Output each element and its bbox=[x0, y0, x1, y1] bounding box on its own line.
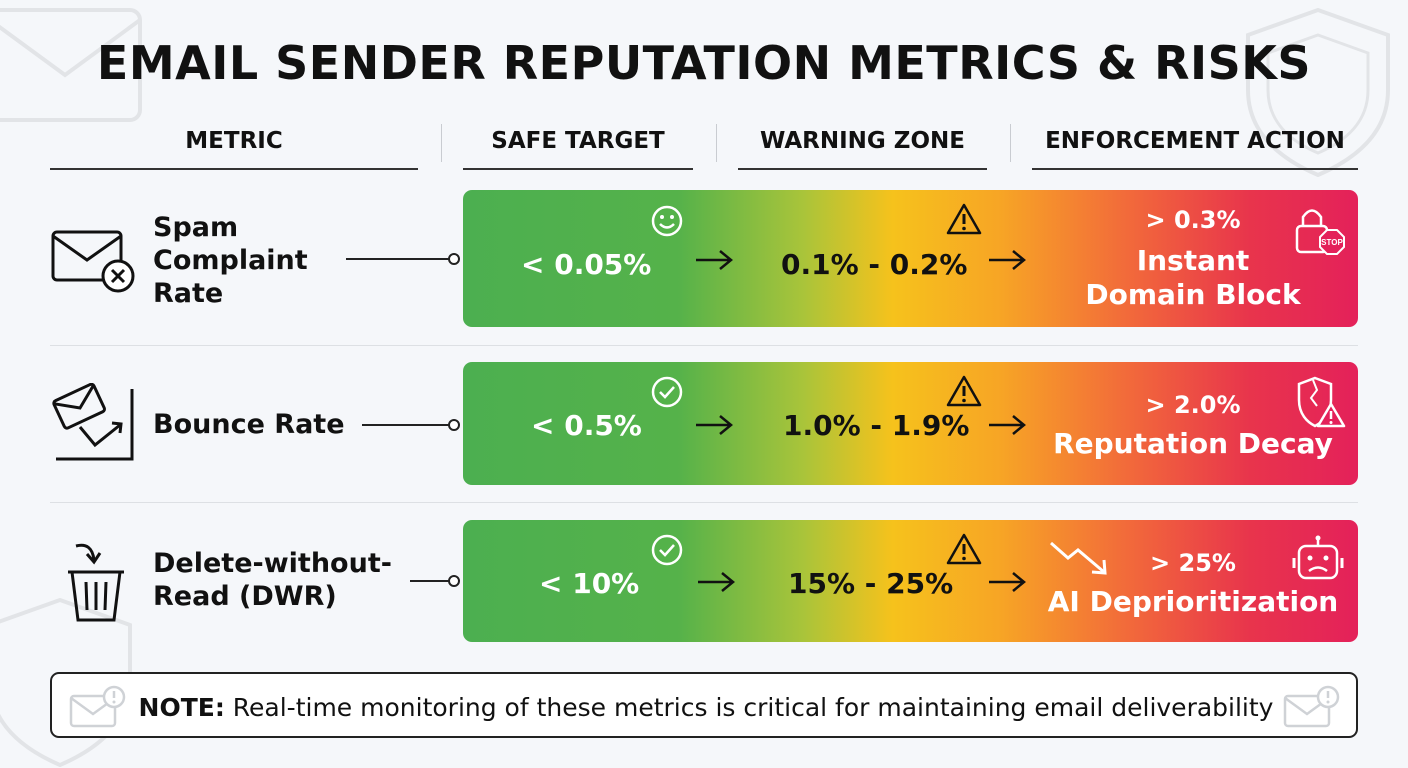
arrow-right-icon bbox=[696, 415, 733, 435]
row-connector bbox=[362, 424, 449, 426]
smiley-icon bbox=[651, 205, 683, 237]
warning-zone-value: 15% - 25% bbox=[788, 567, 954, 600]
column-header-metric: METRIC bbox=[50, 126, 418, 170]
metric-label: Delete-without- Read (DWR) bbox=[153, 547, 392, 613]
warning-triangle-icon bbox=[946, 203, 982, 235]
metric-label: Spam Complaint Rate bbox=[153, 211, 308, 310]
column-header-safe-target: SAFE TARGET bbox=[463, 126, 693, 170]
column-divider bbox=[716, 124, 717, 162]
metric-label-line: Read (DWR) bbox=[153, 581, 337, 612]
column-divider bbox=[1010, 124, 1011, 162]
note-body: Real-time monitoring of these metrics is… bbox=[224, 693, 1274, 722]
column-header-enforcement-action: ENFORCEMENT ACTION bbox=[1032, 126, 1358, 170]
envelope-bounce-icon bbox=[52, 383, 134, 461]
metric-label-line: Spam bbox=[153, 212, 239, 243]
column-divider bbox=[441, 124, 442, 162]
broken-shield-warning-icon bbox=[1297, 376, 1346, 428]
note-label: NOTE: bbox=[138, 693, 225, 722]
metric-label-line: Rate bbox=[153, 278, 224, 309]
lock-stop-icon: STOP bbox=[1295, 209, 1345, 255]
note-box: NOTE: Real-time monitoring of these metr… bbox=[50, 672, 1358, 738]
row-connector-dot bbox=[448, 253, 460, 265]
envelope-alert-icon bbox=[69, 685, 126, 728]
trash-icon bbox=[68, 543, 124, 622]
enforcement-action-line: Instant bbox=[1136, 244, 1250, 277]
enforcement-action: Instant Domain Block bbox=[1043, 244, 1343, 312]
risk-gradient-band: < 0.05% 0.1% - 0.2% > 0.3% Instant Domai… bbox=[463, 190, 1358, 327]
enforcement-action: Reputation Decay bbox=[1028, 427, 1358, 461]
safe-target-value: < 0.05% bbox=[521, 248, 652, 281]
risk-gradient-band: < 10% 15% - 25% > 25% AI Deprioritizatio… bbox=[463, 520, 1358, 642]
arrow-right-icon bbox=[989, 250, 1026, 270]
warning-triangle-icon bbox=[946, 375, 982, 407]
metric-label-line: Bounce Rate bbox=[153, 409, 345, 440]
enforcement-threshold: > 2.0% bbox=[1145, 391, 1241, 419]
row-divider bbox=[50, 502, 1358, 503]
enforcement-action-line: Domain Block bbox=[1085, 278, 1301, 311]
warning-zone-value: 1.0% - 1.9% bbox=[783, 409, 970, 442]
note-text: NOTE: Real-time monitoring of these metr… bbox=[52, 693, 1360, 722]
envelope-x-icon bbox=[51, 230, 135, 293]
metric-label-line: Complaint bbox=[153, 245, 308, 276]
enforcement-threshold: > 25% bbox=[1150, 549, 1236, 577]
svg-text:STOP: STOP bbox=[1321, 238, 1343, 247]
background-envelope-icon bbox=[0, 8, 142, 122]
risk-gradient-band: < 0.5% 1.0% - 1.9% > 2.0% Reputation Dec… bbox=[463, 362, 1358, 485]
warning-zone-value: 0.1% - 0.2% bbox=[781, 248, 968, 281]
row-connector bbox=[346, 258, 449, 260]
check-circle-icon bbox=[651, 376, 683, 408]
row-connector-dot bbox=[448, 419, 460, 431]
safe-target-value: < 10% bbox=[539, 567, 640, 600]
arrow-right-icon bbox=[989, 572, 1026, 592]
enforcement-action-line: Reputation Decay bbox=[1053, 427, 1333, 460]
sad-robot-icon bbox=[1292, 535, 1344, 580]
safe-target-value: < 0.5% bbox=[531, 409, 642, 442]
enforcement-threshold: > 0.3% bbox=[1145, 206, 1241, 234]
metric-label: Bounce Rate bbox=[153, 408, 345, 441]
background-shield-icon bbox=[1246, 7, 1390, 178]
enforcement-action-line: AI Deprioritization bbox=[1047, 585, 1339, 618]
row-connector-dot bbox=[448, 575, 460, 587]
arrow-right-icon bbox=[698, 572, 735, 592]
row-divider bbox=[50, 345, 1358, 346]
warning-triangle-icon bbox=[946, 533, 982, 565]
enforcement-action: AI Deprioritization bbox=[1028, 585, 1358, 619]
envelope-alert-icon bbox=[1283, 685, 1340, 728]
check-circle-icon bbox=[651, 534, 683, 566]
column-header-warning-zone: WARNING ZONE bbox=[738, 126, 987, 170]
row-connector bbox=[410, 580, 449, 582]
trend-down-icon bbox=[1050, 541, 1107, 575]
metric-label-line: Delete-without- bbox=[153, 548, 392, 579]
page-title: EMAIL SENDER REPUTATION METRICS & RISKS bbox=[96, 36, 1312, 90]
arrow-right-icon bbox=[696, 250, 733, 270]
arrow-right-icon bbox=[989, 415, 1026, 435]
